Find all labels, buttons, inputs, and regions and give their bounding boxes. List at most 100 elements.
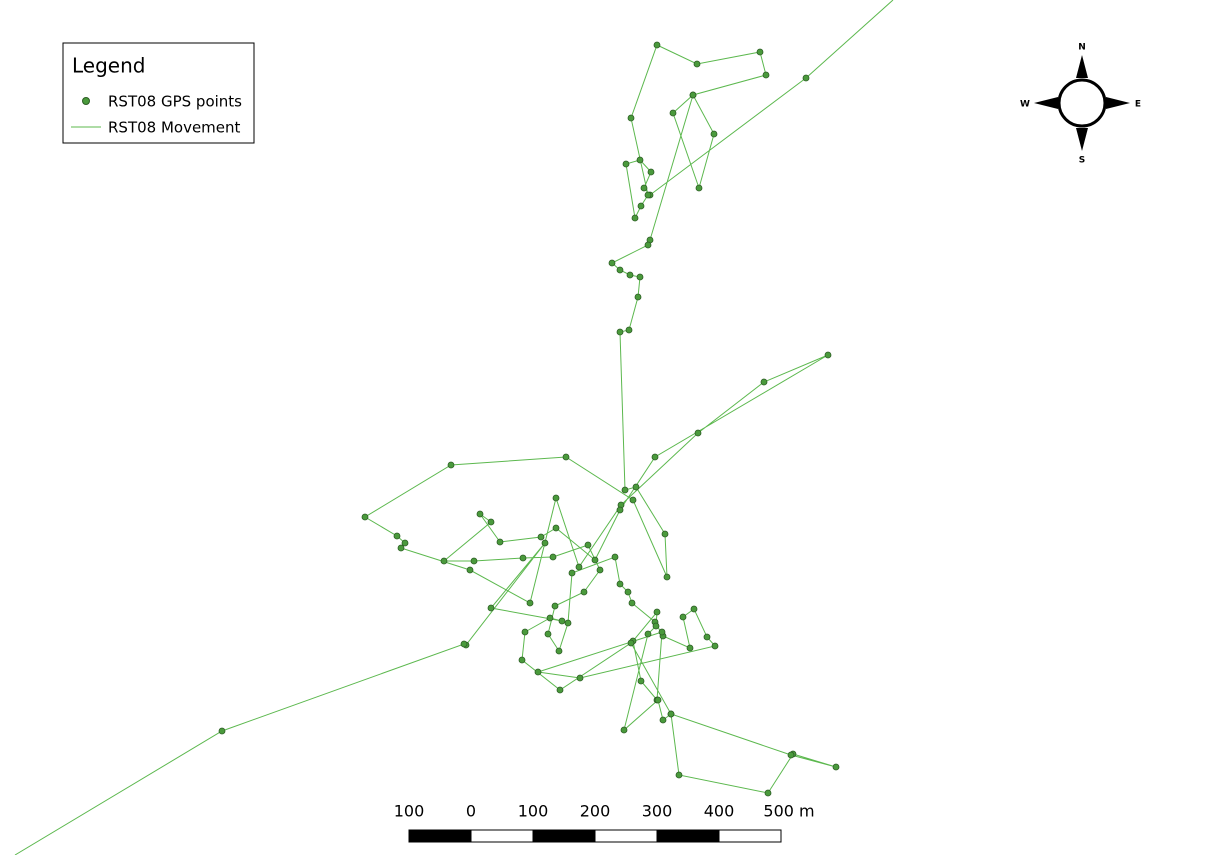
gps-point	[663, 573, 671, 581]
legend-item: RST08 Movement	[108, 119, 241, 137]
gps-point	[549, 553, 557, 561]
gps-point	[690, 605, 698, 613]
scale-segment	[594, 829, 658, 843]
gps-point	[689, 91, 697, 99]
compass-ring	[1057, 78, 1107, 128]
gps-point	[632, 483, 640, 491]
gps-point	[629, 496, 637, 504]
gps-point	[644, 241, 652, 249]
scale-label: 100	[518, 802, 549, 821]
scale-label: 200	[580, 802, 611, 821]
gps-point	[659, 716, 667, 724]
scale-label: 400	[704, 802, 735, 821]
gps-point	[476, 510, 484, 518]
gps-point	[616, 580, 624, 588]
gps-point	[596, 566, 604, 574]
gps-point	[521, 628, 529, 636]
gps-point	[628, 599, 636, 607]
gps-point	[675, 771, 683, 779]
gps-point	[555, 647, 563, 655]
gps-point	[627, 114, 635, 122]
gps-point	[496, 538, 504, 546]
gps-point	[653, 608, 661, 616]
gps-point	[624, 588, 632, 596]
gps-point	[651, 453, 659, 461]
gps-point	[711, 642, 719, 650]
compass-label: W	[1020, 100, 1030, 110]
gps-point	[534, 668, 542, 676]
gps-point	[616, 328, 624, 336]
gps-point	[576, 674, 584, 682]
gps-point	[470, 557, 478, 565]
gps-point	[631, 214, 639, 222]
gps-point	[487, 604, 495, 612]
scale-label: 100	[394, 802, 425, 821]
gps-point	[393, 532, 401, 540]
scale-segment	[470, 829, 534, 843]
gps-point	[541, 539, 549, 547]
gps-point	[487, 518, 495, 526]
gps-point	[440, 557, 448, 565]
scale-label: 0	[466, 802, 476, 821]
compass: N E S W	[1020, 43, 1141, 166]
scale-segment	[718, 829, 782, 843]
gps-point	[562, 453, 570, 461]
legend-title: Legend	[72, 54, 145, 78]
gps-point	[637, 677, 645, 685]
gps-point	[647, 168, 655, 176]
compass-arrow	[1106, 97, 1130, 109]
gps-point	[447, 461, 455, 469]
gps-point	[637, 202, 645, 210]
gps-point	[627, 639, 635, 647]
gps-point	[634, 293, 642, 301]
gps-point	[519, 554, 527, 562]
gps-point	[644, 191, 652, 199]
gps-point	[653, 41, 661, 49]
compass-arrow	[1076, 55, 1088, 78]
gps-point	[679, 613, 687, 621]
gps-point	[667, 710, 675, 718]
legend-item: RST08 GPS points	[108, 93, 242, 111]
scale-label: 500 m	[763, 802, 814, 821]
scale-segment	[532, 829, 596, 843]
gps-point	[611, 553, 619, 561]
gps-point	[640, 184, 648, 192]
gps-point	[218, 727, 226, 735]
legend-box	[62, 42, 255, 144]
gps-point	[558, 617, 566, 625]
gps-point	[802, 74, 810, 82]
compass-arrow	[1034, 97, 1058, 109]
scale-bar: 100 0 100 200 300 400 500 m	[394, 802, 815, 843]
legend: Legend RST08 GPS points RST08 Movement	[62, 42, 255, 144]
gps-point	[616, 266, 624, 274]
gps-point	[764, 789, 772, 797]
legend-point-symbol	[82, 97, 90, 105]
compass-label: N	[1078, 43, 1086, 53]
gps-point	[616, 506, 624, 514]
gps-point	[546, 614, 554, 622]
gps-point	[625, 326, 633, 334]
gps-point	[537, 533, 545, 541]
gps-point	[658, 628, 666, 636]
gps-point	[762, 71, 770, 79]
gps-point	[636, 156, 644, 164]
scale-label: 300	[642, 802, 673, 821]
compass-arrow	[1076, 128, 1088, 151]
gps-point	[693, 60, 701, 68]
compass-label: E	[1135, 100, 1141, 110]
gps-point	[703, 633, 711, 641]
gps-point	[686, 644, 694, 652]
gps-point	[636, 273, 644, 281]
gps-point	[552, 524, 560, 532]
gps-point	[669, 109, 677, 117]
gps-point	[694, 429, 702, 437]
gps-point	[361, 513, 369, 521]
gps-point	[622, 160, 630, 168]
gps-point	[695, 184, 703, 192]
gps-point	[626, 271, 634, 279]
gps-point	[787, 751, 795, 759]
gps-point	[397, 544, 405, 552]
scale-segment	[656, 829, 720, 843]
gps-point	[644, 630, 652, 638]
